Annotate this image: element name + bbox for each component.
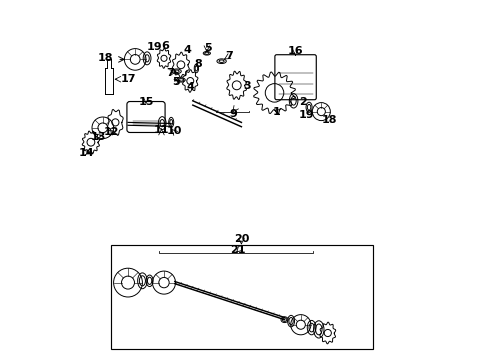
Text: 11: 11 bbox=[154, 125, 169, 135]
Text: 4: 4 bbox=[186, 82, 194, 93]
Text: 13: 13 bbox=[91, 132, 106, 142]
Text: 18: 18 bbox=[98, 53, 113, 63]
Text: 4: 4 bbox=[183, 45, 191, 55]
Text: 7: 7 bbox=[225, 51, 233, 61]
Text: 5: 5 bbox=[172, 77, 179, 87]
Text: 19: 19 bbox=[299, 110, 315, 120]
Text: 2: 2 bbox=[299, 96, 307, 107]
Text: 8: 8 bbox=[195, 59, 202, 69]
Text: 17: 17 bbox=[121, 74, 136, 84]
Text: 10: 10 bbox=[167, 126, 182, 136]
Text: 7: 7 bbox=[167, 68, 174, 78]
Text: 19: 19 bbox=[147, 42, 162, 52]
Text: 5: 5 bbox=[204, 42, 211, 53]
Text: 21: 21 bbox=[230, 245, 245, 255]
Text: 9: 9 bbox=[229, 109, 238, 119]
Text: 12: 12 bbox=[104, 127, 120, 138]
Text: 16: 16 bbox=[288, 46, 303, 56]
Text: 14: 14 bbox=[79, 148, 95, 158]
Text: 3: 3 bbox=[244, 81, 251, 91]
Text: 6: 6 bbox=[161, 41, 169, 51]
Text: 15: 15 bbox=[138, 96, 154, 107]
Text: 1: 1 bbox=[273, 107, 281, 117]
Bar bbox=[111, 245, 373, 349]
Text: 18: 18 bbox=[322, 114, 337, 125]
Text: 20: 20 bbox=[234, 234, 249, 244]
